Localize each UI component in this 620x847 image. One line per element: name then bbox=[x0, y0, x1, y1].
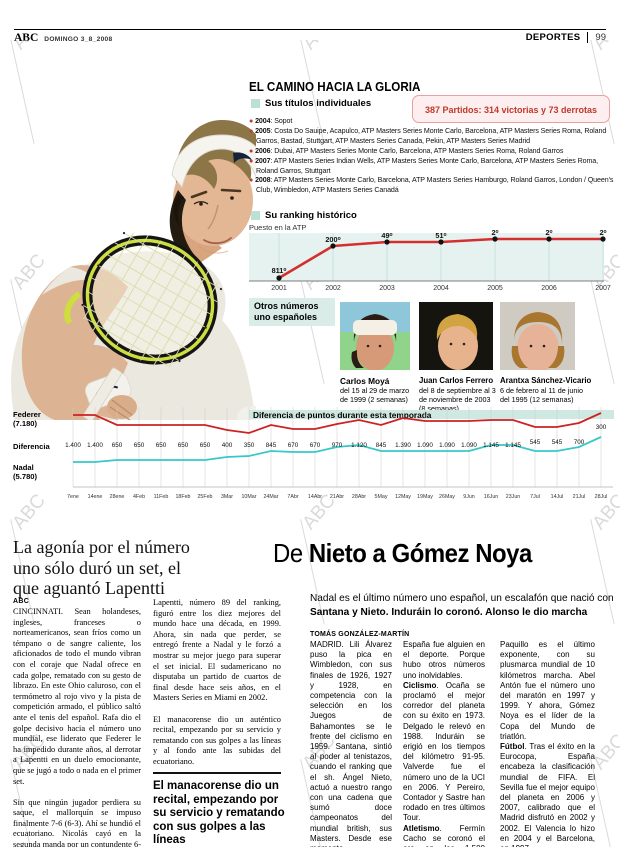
svg-text:350: 350 bbox=[244, 442, 255, 449]
svg-text:3Mar: 3Mar bbox=[221, 494, 233, 500]
svg-text:14Abr: 14Abr bbox=[308, 494, 322, 500]
svg-text:18Feb: 18Feb bbox=[175, 494, 190, 500]
svg-text:970: 970 bbox=[332, 442, 343, 449]
svg-text:19May: 19May bbox=[417, 494, 433, 500]
svg-text:1.120: 1.120 bbox=[351, 442, 367, 449]
svg-text:14ene: 14ene bbox=[88, 494, 103, 500]
svg-text:7Jul: 7Jul bbox=[530, 494, 540, 500]
svg-text:28Jul: 28Jul bbox=[595, 494, 608, 500]
svg-text:28ene: 28ene bbox=[110, 494, 125, 500]
svg-text:2004: 2004 bbox=[433, 285, 449, 291]
svg-text:1.390: 1.390 bbox=[395, 442, 411, 449]
svg-text:Nadal: Nadal bbox=[13, 463, 34, 472]
svg-text:2001: 2001 bbox=[271, 285, 287, 291]
svg-text:1.400: 1.400 bbox=[65, 442, 81, 449]
svg-text:(7.180): (7.180) bbox=[13, 419, 38, 428]
svg-text:700: 700 bbox=[574, 439, 585, 446]
svg-text:2003: 2003 bbox=[379, 285, 395, 291]
svg-text:7ene: 7ene bbox=[67, 494, 79, 500]
svg-text:545: 545 bbox=[530, 439, 541, 446]
svg-text:24Mar: 24Mar bbox=[263, 494, 278, 500]
svg-text:650: 650 bbox=[178, 442, 189, 449]
svg-text:1.145: 1.145 bbox=[505, 442, 521, 449]
svg-text:2007: 2007 bbox=[595, 285, 611, 291]
svg-text:Diferencia: Diferencia bbox=[13, 442, 50, 451]
svg-text:1.090: 1.090 bbox=[439, 442, 455, 449]
svg-text:670: 670 bbox=[310, 442, 321, 449]
svg-text:2o: 2o bbox=[599, 228, 606, 237]
svg-text:14Jul: 14Jul bbox=[551, 494, 564, 500]
svg-text:1.145: 1.145 bbox=[483, 442, 499, 449]
svg-text:Federer: Federer bbox=[13, 410, 41, 419]
svg-text:9Jun: 9Jun bbox=[463, 494, 475, 500]
svg-text:845: 845 bbox=[376, 442, 387, 449]
svg-text:4Feb: 4Feb bbox=[133, 494, 145, 500]
svg-text:650: 650 bbox=[134, 442, 145, 449]
svg-text:7Abr: 7Abr bbox=[287, 494, 298, 500]
svg-text:26May: 26May bbox=[439, 494, 455, 500]
svg-text:650: 650 bbox=[112, 442, 123, 449]
svg-text:(5.780): (5.780) bbox=[13, 472, 38, 481]
svg-text:2005: 2005 bbox=[487, 285, 503, 291]
svg-text:670: 670 bbox=[288, 442, 299, 449]
svg-text:28Abr: 28Abr bbox=[352, 494, 366, 500]
svg-text:845: 845 bbox=[266, 442, 277, 449]
svg-text:10Mar: 10Mar bbox=[241, 494, 256, 500]
svg-text:1.090: 1.090 bbox=[461, 442, 477, 449]
svg-text:650: 650 bbox=[156, 442, 167, 449]
svg-text:23Jun: 23Jun bbox=[506, 494, 520, 500]
svg-text:545: 545 bbox=[552, 439, 563, 446]
svg-text:400: 400 bbox=[222, 442, 233, 449]
svg-text:1.090: 1.090 bbox=[417, 442, 433, 449]
svg-text:1.400: 1.400 bbox=[87, 442, 103, 449]
svg-text:21Jul: 21Jul bbox=[573, 494, 586, 500]
svg-text:11Feb: 11Feb bbox=[154, 494, 169, 500]
svg-text:25Feb: 25Feb bbox=[197, 494, 212, 500]
svg-text:5May: 5May bbox=[375, 494, 388, 500]
svg-text:2002: 2002 bbox=[325, 285, 341, 291]
svg-text:16Jun: 16Jun bbox=[484, 494, 498, 500]
svg-text:21Abr: 21Abr bbox=[330, 494, 344, 500]
svg-text:2006: 2006 bbox=[541, 285, 557, 291]
svg-text:12May: 12May bbox=[395, 494, 411, 500]
svg-text:650: 650 bbox=[200, 442, 211, 449]
svg-text:300: 300 bbox=[596, 424, 607, 431]
